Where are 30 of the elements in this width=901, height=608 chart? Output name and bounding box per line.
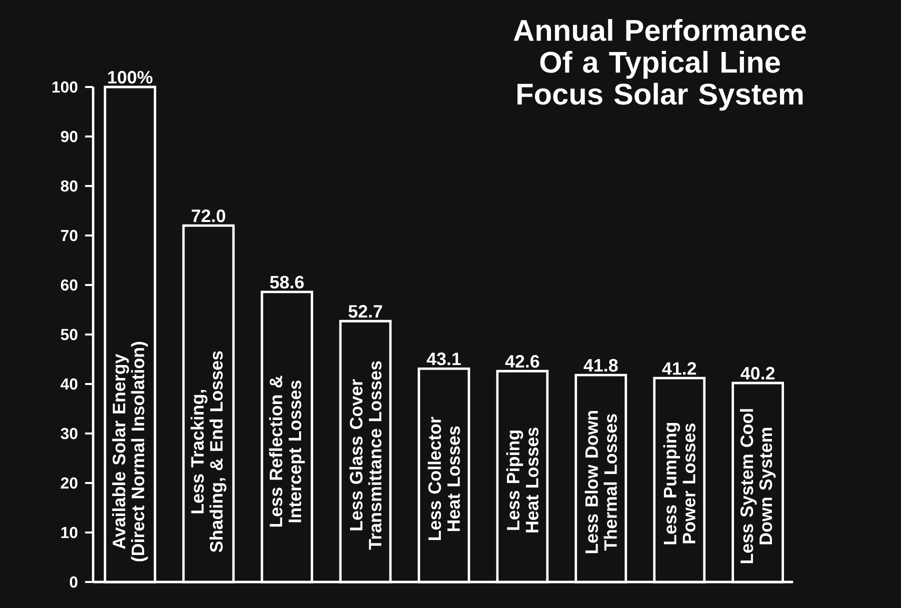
y-tick-label: 40 <box>60 378 78 390</box>
y-tick-label: 10 <box>61 526 78 538</box>
y-tick-label: 20 <box>60 477 78 489</box>
y-tick-label: 30 <box>60 428 78 440</box>
x-tick-label: Less Piping Heat Losses <box>506 428 538 532</box>
x-tick-label: Less Pumping Power Losses <box>663 423 696 544</box>
x-tick-label: Less Blow Down Thermal Losses <box>584 410 617 554</box>
x-tick-label: Less Tracking, Shading, & End Losses <box>190 351 226 552</box>
data-label: 58.6 <box>270 276 304 289</box>
x-tick-label: Available Solar Energy (Direct Normal Insolation) <box>112 342 148 562</box>
x-tick-label: Less Collector Heat Losses <box>428 416 460 540</box>
y-tick-label: 90 <box>60 130 78 142</box>
x-tick-label: Less System Cool Down System <box>740 409 776 564</box>
y-tick-label: 100 <box>52 81 78 93</box>
data-label: 41.2 <box>662 362 696 375</box>
y-tick-label: 80 <box>60 180 78 192</box>
data-label: 42.6 <box>505 355 540 368</box>
data-label: 41.8 <box>584 358 618 372</box>
data-label: 40.2 <box>740 366 775 380</box>
data-label: 52.7 <box>348 305 382 318</box>
data-label: 72.0 <box>192 209 226 222</box>
chart-title: Annual Performance Of a Typical Line Focus Solar System <box>514 19 806 111</box>
data-label: 100% <box>108 70 152 84</box>
x-tick-label: Less Reflection & Intercept Losses <box>269 376 305 527</box>
y-tick-label: 0 <box>70 576 78 588</box>
y-tick-label: 60 <box>60 279 78 291</box>
y-tick-label: 50 <box>60 328 78 340</box>
x-tick-label: Less Glass Cover Transmittance Losses <box>349 361 382 550</box>
data-label: 43.1 <box>426 352 461 366</box>
y-tick-label: 70 <box>61 230 78 242</box>
